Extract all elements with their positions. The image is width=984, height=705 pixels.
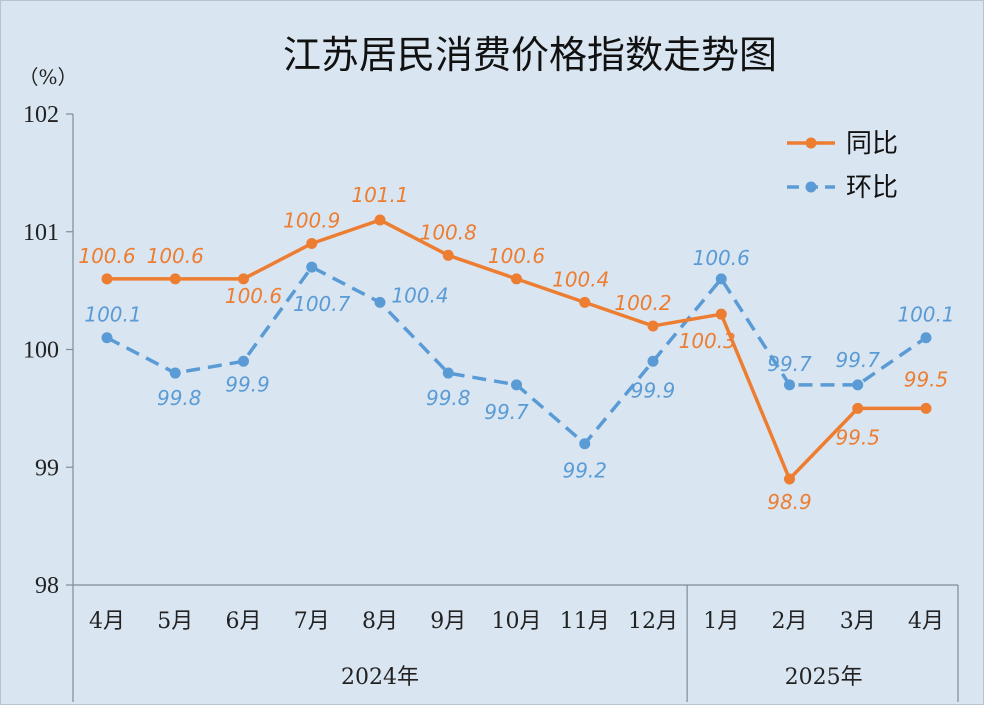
x-tick-label: 4月 (89, 609, 125, 634)
data-label: 101.1 (351, 183, 408, 207)
data-label: 100.2 (614, 291, 671, 315)
data-point (511, 379, 522, 391)
data-label: 100.8 (420, 220, 477, 244)
data-label: 100.4 (391, 283, 448, 307)
data-point (101, 273, 113, 285)
data-label: 99.7 (767, 352, 812, 376)
data-point (169, 273, 181, 285)
x-tick-label: 12月 (628, 609, 678, 634)
y-tick-label: 99 (35, 455, 59, 481)
data-point (306, 261, 318, 273)
data-point (374, 296, 386, 308)
x-tick-label: 5月 (157, 609, 193, 634)
data-point (784, 379, 795, 391)
data-label: 100.6 (693, 246, 750, 270)
data-label: 100.3 (679, 329, 736, 353)
data-label: 100.6 (225, 284, 282, 308)
data-point (715, 273, 727, 285)
data-label: 99.9 (631, 378, 676, 402)
data-label: 100.4 (552, 267, 609, 291)
data-point (442, 249, 454, 261)
x-tick-label: 1月 (703, 609, 739, 634)
data-label: 100.1 (84, 303, 141, 327)
year-label: 2024年 (341, 665, 419, 690)
data-label: 100.6 (147, 244, 204, 268)
data-point (647, 320, 659, 332)
x-tick-label: 10月 (492, 609, 542, 634)
y-tick-label: 98 (35, 573, 59, 599)
data-label: 99.5 (835, 425, 880, 449)
axes: 98 99 100 101 102 2024年 2025年 4月 5月 6月 7月 8月 9月 10月 11… (23, 102, 959, 702)
data-point (852, 379, 864, 391)
y-tick-label: 102 (23, 102, 59, 128)
x-tick-label: 2月 (772, 609, 808, 634)
data-point (852, 402, 864, 414)
series-1 (101, 261, 932, 450)
x-tick-label: 8月 (362, 609, 398, 634)
data-labels: 100.6 100.6 100.6 100.9 101.1 100.8 100.6 100.4… (78, 183, 954, 514)
data-point (169, 367, 181, 379)
x-tick-label: 11月 (560, 609, 610, 634)
series-0 (101, 214, 932, 485)
data-point (238, 273, 249, 285)
data-point (306, 238, 318, 250)
data-label: 99.8 (426, 386, 471, 410)
data-label: 99.8 (157, 386, 202, 410)
legend-marker (805, 181, 817, 193)
y-tick-label: 101 (23, 220, 59, 246)
data-point (511, 273, 522, 285)
x-tick-label: 6月 (226, 609, 262, 634)
legend-label: 同比 (846, 129, 898, 159)
data-point (715, 308, 727, 320)
x-tick-label: 9月 (430, 609, 466, 634)
data-point (101, 332, 113, 344)
data-label: 100.9 (283, 209, 340, 233)
data-point (647, 355, 659, 367)
data-label: 99.2 (562, 459, 607, 483)
data-point (442, 367, 454, 379)
y-unit-label: （%） (18, 65, 77, 89)
x-tick-label: 3月 (840, 609, 876, 634)
data-point (374, 214, 386, 226)
data-label: 99.9 (225, 372, 270, 396)
data-label: 99.5 (904, 367, 949, 391)
data-label: 98.9 (767, 490, 812, 514)
data-point (579, 438, 591, 450)
legend-label: 环比 (846, 173, 898, 203)
x-tick-label: 4月 (908, 609, 944, 634)
data-label: 99.7 (484, 400, 529, 424)
series-layer (101, 214, 932, 485)
data-label: 99.7 (835, 348, 880, 372)
data-point (920, 332, 932, 344)
y-tick-label: 100 (23, 338, 59, 364)
x-tick-label: 7月 (294, 609, 330, 634)
year-label: 2025年 (785, 665, 863, 690)
legend-marker (805, 137, 817, 149)
data-point (238, 355, 249, 367)
data-label: 100.6 (488, 244, 545, 268)
data-label: 100.1 (897, 303, 954, 327)
data-label: 100.7 (293, 292, 351, 316)
data-point (784, 473, 795, 485)
data-point (579, 296, 591, 308)
data-point (920, 402, 932, 414)
data-label: 100.6 (78, 244, 135, 268)
chart-title: 江苏居民消费价格指数走势图 (283, 33, 777, 77)
